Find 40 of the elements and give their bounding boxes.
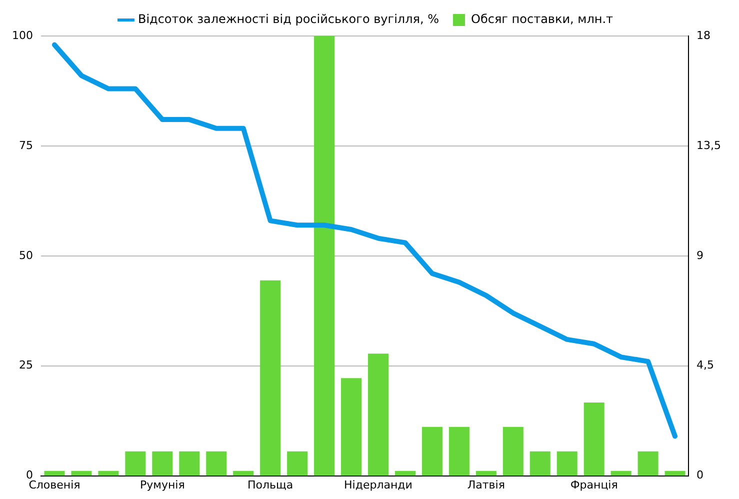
bar [206, 451, 227, 476]
y2-tick-label: 13,5 [696, 138, 722, 152]
bar [314, 36, 335, 476]
bar [584, 402, 604, 476]
bar [664, 470, 686, 476]
y-tick-label: 25 [18, 358, 33, 372]
legend-label: Відсоток залежності від російського вугілля, % [138, 12, 440, 26]
y2-tick-label: 18 [696, 28, 711, 42]
y-tick-label: 100 [12, 28, 33, 42]
bar [152, 451, 173, 476]
bar [341, 378, 362, 476]
bar [530, 451, 550, 476]
bar [44, 470, 65, 476]
bar [287, 451, 308, 476]
legend-label: Обсяг поставки, млн.т [471, 12, 614, 26]
bar [233, 470, 254, 476]
bar [476, 470, 496, 476]
x-tick-label: Латвія [467, 478, 505, 492]
bar [638, 451, 658, 476]
bar [368, 354, 388, 476]
bar [394, 470, 416, 476]
y-tick-label: 50 [18, 248, 33, 262]
bar [98, 470, 119, 476]
bar [179, 451, 200, 476]
y2-tick-label: 9 [696, 248, 704, 262]
x-tick-label: Франція [570, 478, 618, 492]
bar [556, 451, 578, 476]
x-tick-label: Румунія [140, 478, 185, 492]
y2-tick-label: 0 [696, 468, 704, 482]
x-tick-label: Польща [248, 478, 294, 492]
bar [422, 426, 442, 476]
y-tick-label: 75 [18, 138, 33, 152]
bar [71, 470, 92, 476]
bar [610, 470, 632, 476]
x-tick-label: Нідерланди [344, 478, 412, 492]
bar [502, 426, 524, 476]
y2-tick-label: 4,5 [696, 358, 714, 372]
bar [260, 280, 281, 476]
bar [125, 451, 146, 476]
bar [448, 426, 470, 476]
